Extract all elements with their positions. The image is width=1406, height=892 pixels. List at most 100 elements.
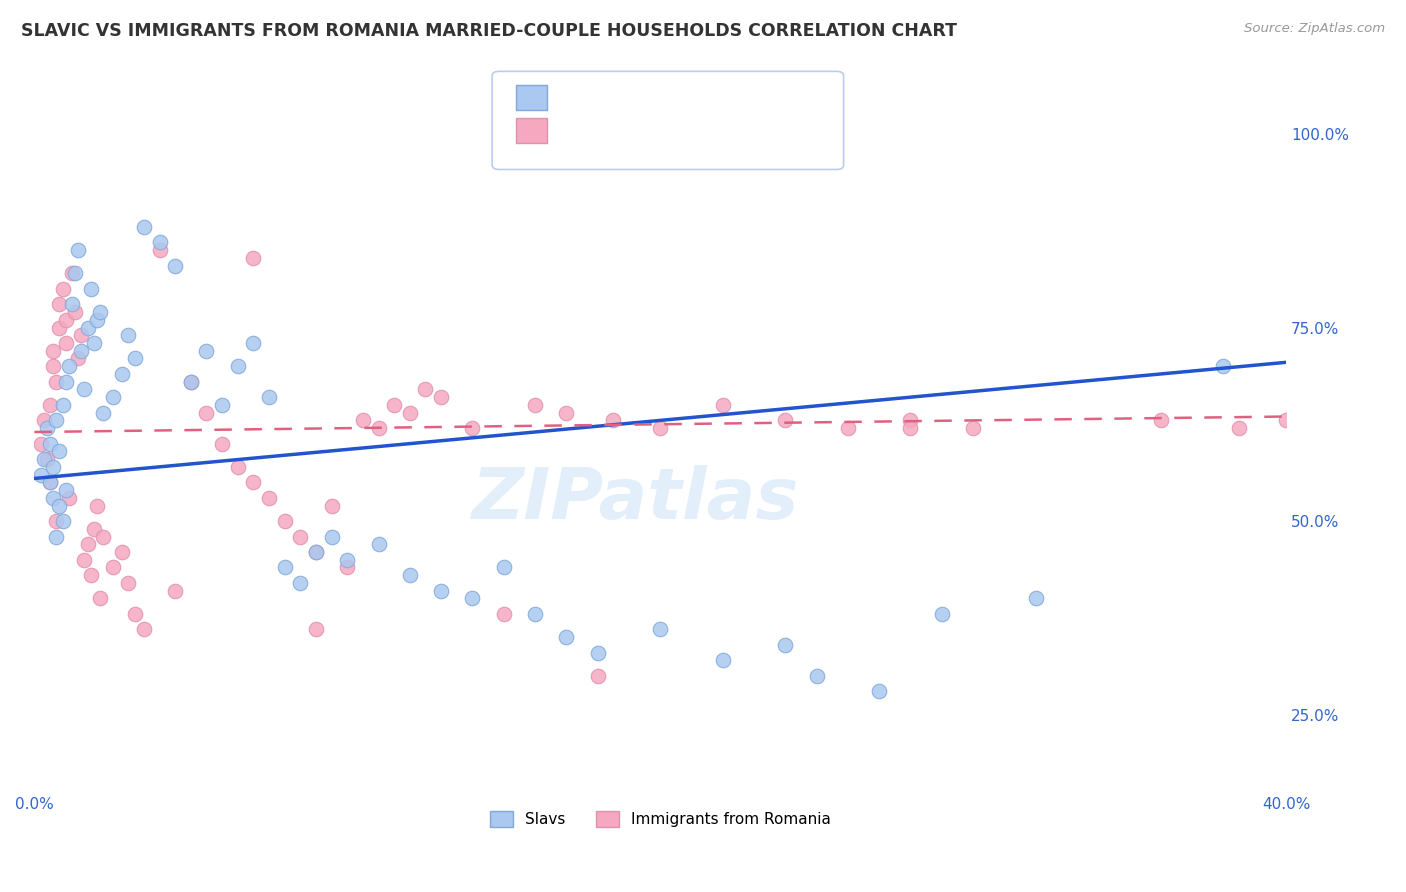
Point xyxy=(290,576,312,591)
Point xyxy=(80,568,103,582)
Point xyxy=(32,413,55,427)
Point xyxy=(367,537,389,551)
Point xyxy=(430,390,453,404)
Point xyxy=(55,336,77,351)
Point xyxy=(775,638,797,652)
Text: R = 0.035   N = 68: R = 0.035 N = 68 xyxy=(558,120,728,137)
Point xyxy=(48,320,70,334)
Point xyxy=(60,297,83,311)
Point xyxy=(42,491,65,505)
Point xyxy=(30,436,52,450)
Point xyxy=(931,607,953,621)
Point xyxy=(321,499,343,513)
Point xyxy=(45,375,67,389)
Point xyxy=(124,351,146,366)
Point xyxy=(195,406,218,420)
Point xyxy=(48,444,70,458)
Text: ZIPatlas: ZIPatlas xyxy=(471,465,799,533)
Point xyxy=(83,522,105,536)
Point xyxy=(555,630,578,644)
Point xyxy=(242,251,264,265)
Point xyxy=(524,398,547,412)
Point xyxy=(430,583,453,598)
Point xyxy=(806,669,828,683)
Point xyxy=(80,282,103,296)
Point xyxy=(195,343,218,358)
Text: Source: ZipAtlas.com: Source: ZipAtlas.com xyxy=(1244,22,1385,36)
Point xyxy=(305,623,328,637)
Point xyxy=(586,646,609,660)
Point xyxy=(39,475,62,490)
Point xyxy=(42,343,65,358)
Text: R = 0.140   N = 61: R = 0.140 N = 61 xyxy=(558,87,728,104)
Point xyxy=(67,351,90,366)
Point xyxy=(42,459,65,474)
Point xyxy=(226,359,249,374)
Point xyxy=(39,398,62,412)
Point xyxy=(45,514,67,528)
Point xyxy=(73,553,96,567)
Point xyxy=(60,266,83,280)
Point xyxy=(63,305,86,319)
Point xyxy=(165,583,187,598)
Point xyxy=(711,653,734,667)
Point xyxy=(555,406,578,420)
Point xyxy=(165,259,187,273)
Text: SLAVIC VS IMMIGRANTS FROM ROMANIA MARRIED-COUPLE HOUSEHOLDS CORRELATION CHART: SLAVIC VS IMMIGRANTS FROM ROMANIA MARRIE… xyxy=(21,22,957,40)
Point xyxy=(226,459,249,474)
Point xyxy=(117,328,139,343)
Point xyxy=(336,560,359,574)
Point xyxy=(86,312,108,326)
Point xyxy=(148,243,170,257)
Point xyxy=(111,367,134,381)
Point xyxy=(148,235,170,250)
Point xyxy=(124,607,146,621)
Point xyxy=(900,413,922,427)
Point xyxy=(711,398,734,412)
Point xyxy=(492,560,515,574)
Point xyxy=(321,529,343,543)
Point xyxy=(35,452,58,467)
Point xyxy=(962,421,984,435)
Point xyxy=(602,413,624,427)
Point xyxy=(461,591,484,606)
Point xyxy=(775,413,797,427)
Point xyxy=(89,305,111,319)
Point xyxy=(48,499,70,513)
Point xyxy=(51,514,73,528)
Point xyxy=(273,560,295,574)
Point xyxy=(132,219,155,234)
Point xyxy=(1227,421,1250,435)
Point xyxy=(63,266,86,280)
Point xyxy=(180,375,202,389)
Point xyxy=(650,623,672,637)
Point xyxy=(352,413,374,427)
Point xyxy=(257,491,280,505)
Point xyxy=(51,398,73,412)
Point xyxy=(336,553,359,567)
Point xyxy=(45,413,67,427)
Point xyxy=(868,684,890,698)
Point xyxy=(242,475,264,490)
Point xyxy=(58,359,80,374)
Point xyxy=(111,545,134,559)
Point xyxy=(70,343,93,358)
Point xyxy=(211,398,233,412)
Point xyxy=(101,560,124,574)
Point xyxy=(1025,591,1047,606)
Point xyxy=(30,467,52,482)
Point xyxy=(211,436,233,450)
Point xyxy=(83,336,105,351)
Point xyxy=(55,312,77,326)
Point xyxy=(45,529,67,543)
Point xyxy=(55,483,77,497)
Point xyxy=(305,545,328,559)
Point xyxy=(67,243,90,257)
Point xyxy=(399,568,422,582)
Point xyxy=(32,452,55,467)
Point xyxy=(1212,359,1234,374)
Point xyxy=(367,421,389,435)
Point xyxy=(399,406,422,420)
Legend: Slavs, Immigrants from Romania: Slavs, Immigrants from Romania xyxy=(484,805,837,833)
Point xyxy=(58,491,80,505)
